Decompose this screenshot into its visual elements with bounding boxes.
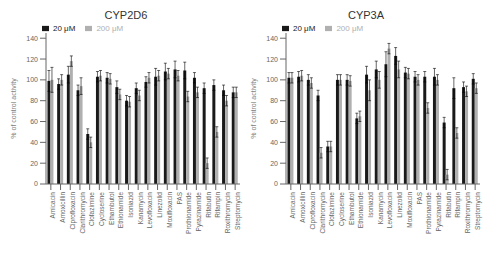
svg-text:Clofazimine: Clofazimine: [88, 192, 95, 226]
svg-text:20: 20: [270, 160, 278, 167]
svg-text:Ethambutol: Ethambutol: [108, 191, 115, 224]
svg-text:40: 40: [30, 139, 38, 146]
svg-text:Pyrazinamide: Pyrazinamide: [195, 192, 203, 232]
svg-text:PAS: PAS: [416, 191, 423, 204]
svg-text:Cycloserine: Cycloserine: [338, 192, 346, 226]
svg-text:Amicacin: Amicacin: [49, 192, 56, 219]
svg-text:Isoniazid: Isoniazid: [127, 192, 134, 218]
svg-text:140: 140: [266, 35, 278, 42]
svg-text:120: 120: [26, 56, 38, 63]
svg-text:Amoxicillin: Amoxicillin: [59, 192, 66, 223]
svg-text:PAS: PAS: [176, 191, 183, 204]
svg-text:80: 80: [30, 97, 38, 104]
svg-text:Linezolid: Linezolid: [396, 192, 403, 218]
svg-text:120: 120: [266, 56, 278, 63]
svg-text:Rifampin: Rifampin: [454, 192, 462, 218]
svg-text:0: 0: [34, 180, 38, 187]
svg-text:Clarithromycin: Clarithromycin: [319, 192, 327, 234]
html-text:CYP2D6: CYP2D6: [104, 9, 148, 21]
svg-text:Rifabutin: Rifabutin: [205, 192, 212, 218]
svg-text:Streptomycin: Streptomycin: [234, 192, 242, 230]
svg-text:Pyrazinamide: Pyrazinamide: [435, 192, 443, 232]
svg-text:Rifampin: Rifampin: [214, 192, 222, 218]
svg-text:60: 60: [30, 118, 38, 125]
svg-text:0: 0: [274, 180, 278, 187]
svg-text:Linezolid: Linezolid: [156, 192, 163, 218]
svg-text:Cycloserine: Cycloserine: [98, 192, 106, 226]
svg-text:% of control activity: % of control activity: [10, 78, 18, 139]
svg-text:Levofloxacin: Levofloxacin: [146, 192, 153, 229]
html-text:200 μM: 200 μM: [96, 24, 124, 33]
svg-text:Ciprofloxacin: Ciprofloxacin: [69, 192, 77, 230]
svg-text:Amicacin: Amicacin: [289, 192, 296, 219]
svg-text:Ethionamide: Ethionamide: [357, 192, 364, 229]
html-text:200 μM: 200 μM: [336, 24, 364, 33]
svg-text:Roxithromycin: Roxithromycin: [224, 192, 232, 234]
svg-text:Rifabutin: Rifabutin: [445, 192, 452, 218]
html-text:CYP3A: CYP3A: [348, 9, 384, 21]
svg-text:Ethambutol: Ethambutol: [348, 191, 355, 224]
svg-text:Ethionamide: Ethionamide: [117, 192, 124, 229]
svg-text:80: 80: [270, 97, 278, 104]
svg-text:20: 20: [30, 160, 38, 167]
svg-text:Kanamycin: Kanamycin: [137, 192, 145, 225]
svg-text:Roxithromycin: Roxithromycin: [464, 192, 472, 234]
svg-text:Amoxicillin: Amoxicillin: [299, 192, 306, 223]
svg-text:140: 140: [26, 35, 38, 42]
svg-text:Clarithromycin: Clarithromycin: [79, 192, 87, 234]
svg-text:Streptomycin: Streptomycin: [474, 192, 482, 230]
svg-text:100: 100: [266, 76, 278, 83]
svg-text:40: 40: [270, 139, 278, 146]
svg-text:Levofloxacin: Levofloxacin: [386, 192, 393, 229]
html-text:20 μM: 20 μM: [293, 24, 316, 33]
svg-text:Moxifloxacin: Moxifloxacin: [406, 192, 413, 228]
svg-text:Moxifloxacin: Moxifloxacin: [166, 192, 173, 228]
svg-text:60: 60: [270, 118, 278, 125]
svg-text:Clofazimine: Clofazimine: [328, 192, 335, 226]
svg-text:Ciprofloxacin: Ciprofloxacin: [309, 192, 317, 230]
svg-text:Kanamycin: Kanamycin: [377, 192, 385, 225]
svg-text:% of control activity: % of control activity: [250, 78, 258, 139]
svg-text:Isoniazid: Isoniazid: [367, 192, 374, 218]
svg-text:Prothionamide: Prothionamide: [185, 192, 192, 234]
html-text:20 μM: 20 μM: [53, 24, 76, 33]
svg-text:Prothionamide: Prothionamide: [425, 192, 432, 234]
svg-text:100: 100: [26, 76, 38, 83]
